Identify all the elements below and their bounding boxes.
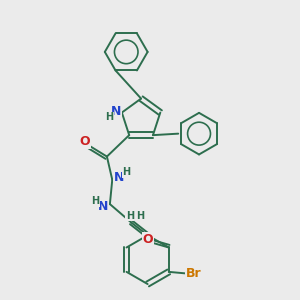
Text: H: H	[126, 211, 134, 221]
Text: H: H	[122, 167, 130, 177]
Text: N: N	[98, 200, 109, 213]
Text: H: H	[105, 112, 113, 122]
Text: O: O	[80, 135, 90, 148]
Text: N: N	[114, 171, 124, 184]
Text: N: N	[111, 105, 122, 118]
Text: H: H	[136, 211, 144, 221]
Text: Br: Br	[186, 267, 201, 280]
Text: O: O	[142, 233, 153, 246]
Text: H: H	[92, 196, 100, 206]
